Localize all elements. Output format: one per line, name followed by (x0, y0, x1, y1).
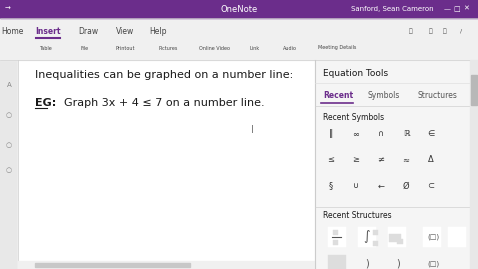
Bar (18, 261, 315, 269)
Text: Printout: Printout (115, 45, 135, 51)
Bar (328, 227, 346, 247)
Text: ‖: ‖ (329, 129, 333, 139)
Bar (397, 239, 403, 244)
Bar (0, 0, 478, 18)
Text: ⊂: ⊂ (427, 182, 435, 190)
Text: Graph 3x + 4 ≤ 7 on a number line.: Graph 3x + 4 ≤ 7 on a number line. (57, 98, 265, 108)
Bar (0, 18, 478, 60)
Text: Pictures: Pictures (158, 45, 178, 51)
Text: Recent: Recent (323, 91, 353, 101)
Text: Draw: Draw (78, 27, 98, 36)
Text: Equation Tools: Equation Tools (323, 69, 388, 79)
Bar (373, 241, 378, 246)
Text: →: → (5, 6, 11, 12)
Text: Recent Structures: Recent Structures (323, 211, 391, 220)
Text: Sanford, Sean Cameron: Sanford, Sean Cameron (351, 6, 433, 12)
Text: ○: ○ (6, 112, 12, 118)
Text: 👤: 👤 (443, 28, 446, 34)
Bar (358, 227, 376, 247)
Text: Δ: Δ (428, 155, 434, 165)
Text: ): ) (365, 259, 369, 269)
Bar (315, 60, 478, 269)
Text: ∞: ∞ (352, 129, 359, 139)
Text: /: / (460, 29, 462, 34)
Bar (333, 230, 338, 235)
Text: (□): (□) (427, 261, 439, 267)
Bar (470, 60, 478, 269)
Text: Ø: Ø (402, 182, 409, 190)
Bar (328, 255, 346, 269)
Bar (18, 60, 315, 269)
Bar (423, 227, 441, 247)
Text: ✕: ✕ (463, 6, 469, 12)
Text: —: — (444, 6, 450, 12)
Text: ): ) (396, 259, 400, 269)
Text: ≥: ≥ (352, 155, 359, 165)
Bar (0, 60, 18, 269)
Text: Symbols: Symbols (368, 91, 401, 101)
Text: ∈: ∈ (427, 129, 435, 139)
Text: □: □ (453, 6, 460, 12)
Text: OneNote: OneNote (220, 5, 258, 13)
Text: Home: Home (1, 27, 23, 36)
Text: 🔍: 🔍 (409, 28, 413, 34)
Text: ≈: ≈ (402, 155, 410, 165)
Text: I: I (250, 125, 253, 135)
Text: ○: ○ (6, 167, 12, 173)
Text: ≠: ≠ (378, 155, 384, 165)
Text: View: View (116, 27, 134, 36)
Text: ○: ○ (6, 142, 12, 148)
Text: (□): (□) (427, 234, 439, 240)
Text: Insert: Insert (35, 27, 61, 36)
Text: Online Video: Online Video (199, 45, 230, 51)
Text: ∫: ∫ (364, 231, 370, 243)
Bar (35, 263, 190, 267)
Text: ℝ: ℝ (402, 129, 409, 139)
Text: ←: ← (378, 182, 384, 190)
Text: Structures: Structures (418, 91, 458, 101)
Text: ∩: ∩ (378, 129, 384, 139)
Bar (333, 240, 338, 245)
Bar (471, 75, 477, 105)
Text: ∪: ∪ (353, 182, 359, 190)
Bar (389, 234, 401, 242)
Text: A: A (7, 82, 11, 88)
Text: Inequalities can be graphed on a number line:: Inequalities can be graphed on a number … (35, 70, 293, 80)
Text: Table: Table (39, 45, 51, 51)
Text: Audio: Audio (283, 45, 297, 51)
Text: Help: Help (149, 27, 167, 36)
Text: ≤: ≤ (327, 155, 335, 165)
Text: Recent Symbols: Recent Symbols (323, 114, 384, 122)
Text: §: § (329, 182, 333, 190)
Bar (448, 227, 466, 247)
Text: Link: Link (250, 45, 260, 51)
Bar (388, 227, 406, 247)
Bar (373, 230, 378, 235)
Text: EG:: EG: (35, 98, 56, 108)
Text: Meeting Details: Meeting Details (318, 45, 356, 51)
Text: File: File (81, 45, 89, 51)
Text: 🔔: 🔔 (428, 28, 432, 34)
